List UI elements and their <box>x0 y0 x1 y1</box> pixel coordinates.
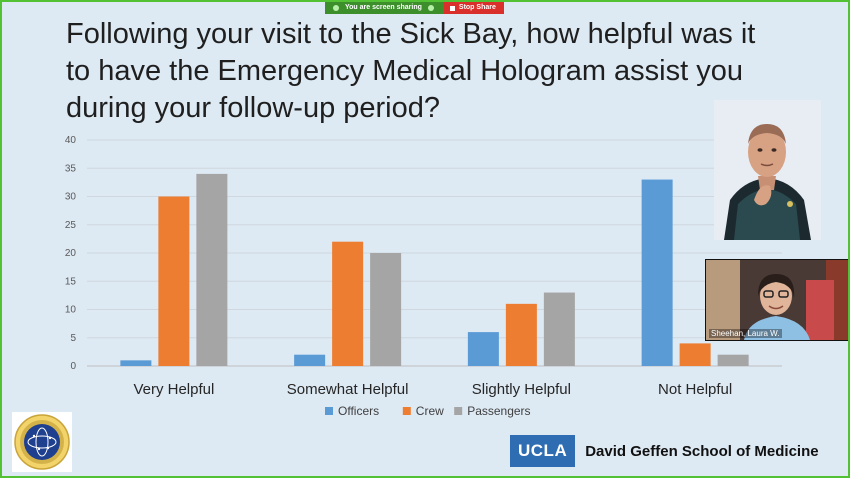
bar-passengers <box>370 253 402 366</box>
screen-share-status: You are screen sharing <box>325 2 444 14</box>
y-axis-ticks: 0 5 10 15 20 25 30 35 40 <box>65 135 77 372</box>
bar-crew <box>505 303 537 366</box>
y-tick-label: 10 <box>65 305 77 316</box>
x-category-label: Somewhat Helpful <box>287 381 409 398</box>
sharing-indicator-icon <box>333 5 339 11</box>
federation-seal <box>12 412 72 472</box>
shield-icon <box>427 5 434 11</box>
chart-bars <box>120 173 749 366</box>
legend-label: Crew <box>416 404 444 418</box>
screen-share-bar: You are screen sharing Stop Share <box>325 2 504 14</box>
y-tick-label: 40 <box>65 135 77 146</box>
y-tick-label: 35 <box>65 163 77 174</box>
stop-share-label: Stop Share <box>458 4 496 11</box>
chart-legend: Officers Crew Passengers <box>325 404 531 418</box>
bar-officers <box>294 354 326 366</box>
participant-video-tile[interactable]: Sheehan, Laura W. <box>705 259 848 341</box>
stop-icon <box>449 5 455 11</box>
bar-crew <box>158 196 190 366</box>
bar-officers <box>641 179 673 366</box>
stop-share-button[interactable]: Stop Share <box>443 2 504 14</box>
legend-swatch <box>454 407 463 415</box>
y-tick-label: 0 <box>70 361 76 372</box>
y-tick-label: 5 <box>70 333 76 344</box>
emh-photo <box>714 100 821 240</box>
bar-crew <box>679 343 711 366</box>
x-category-label: Slightly Helpful <box>472 381 571 398</box>
legend-label: Officers <box>338 404 379 418</box>
ucla-footer: UCLA David Geffen School of Medicine <box>510 435 819 467</box>
y-tick-label: 30 <box>65 192 77 203</box>
ucla-logo: UCLA <box>510 435 576 467</box>
screen-share-status-text: You are screen sharing <box>345 4 422 11</box>
y-tick-label: 20 <box>65 248 77 259</box>
bar-officers <box>120 360 152 366</box>
bar-passengers <box>196 173 228 366</box>
x-category-label: Very Helpful <box>133 381 214 398</box>
bar-passengers <box>717 354 749 366</box>
slide-title: Following your visit to the Sick Bay, ho… <box>66 18 756 124</box>
chart-gridlines <box>87 139 782 367</box>
participant-name: Sheehan, Laura W. <box>709 329 782 338</box>
x-category-label: Not Helpful <box>658 381 732 398</box>
bar-officers <box>467 332 499 366</box>
legend-label: Passengers <box>467 404 530 418</box>
y-tick-label: 15 <box>65 276 77 287</box>
x-axis-categories: Very Helpful Somewhat Helpful Slightly Hel… <box>133 381 732 398</box>
legend-swatch <box>325 407 333 415</box>
legend-swatch <box>402 407 411 415</box>
bar-passengers <box>543 292 575 366</box>
bar-crew <box>332 241 364 366</box>
school-name: David Geffen School of Medicine <box>585 442 819 460</box>
y-tick-label: 25 <box>65 220 77 231</box>
